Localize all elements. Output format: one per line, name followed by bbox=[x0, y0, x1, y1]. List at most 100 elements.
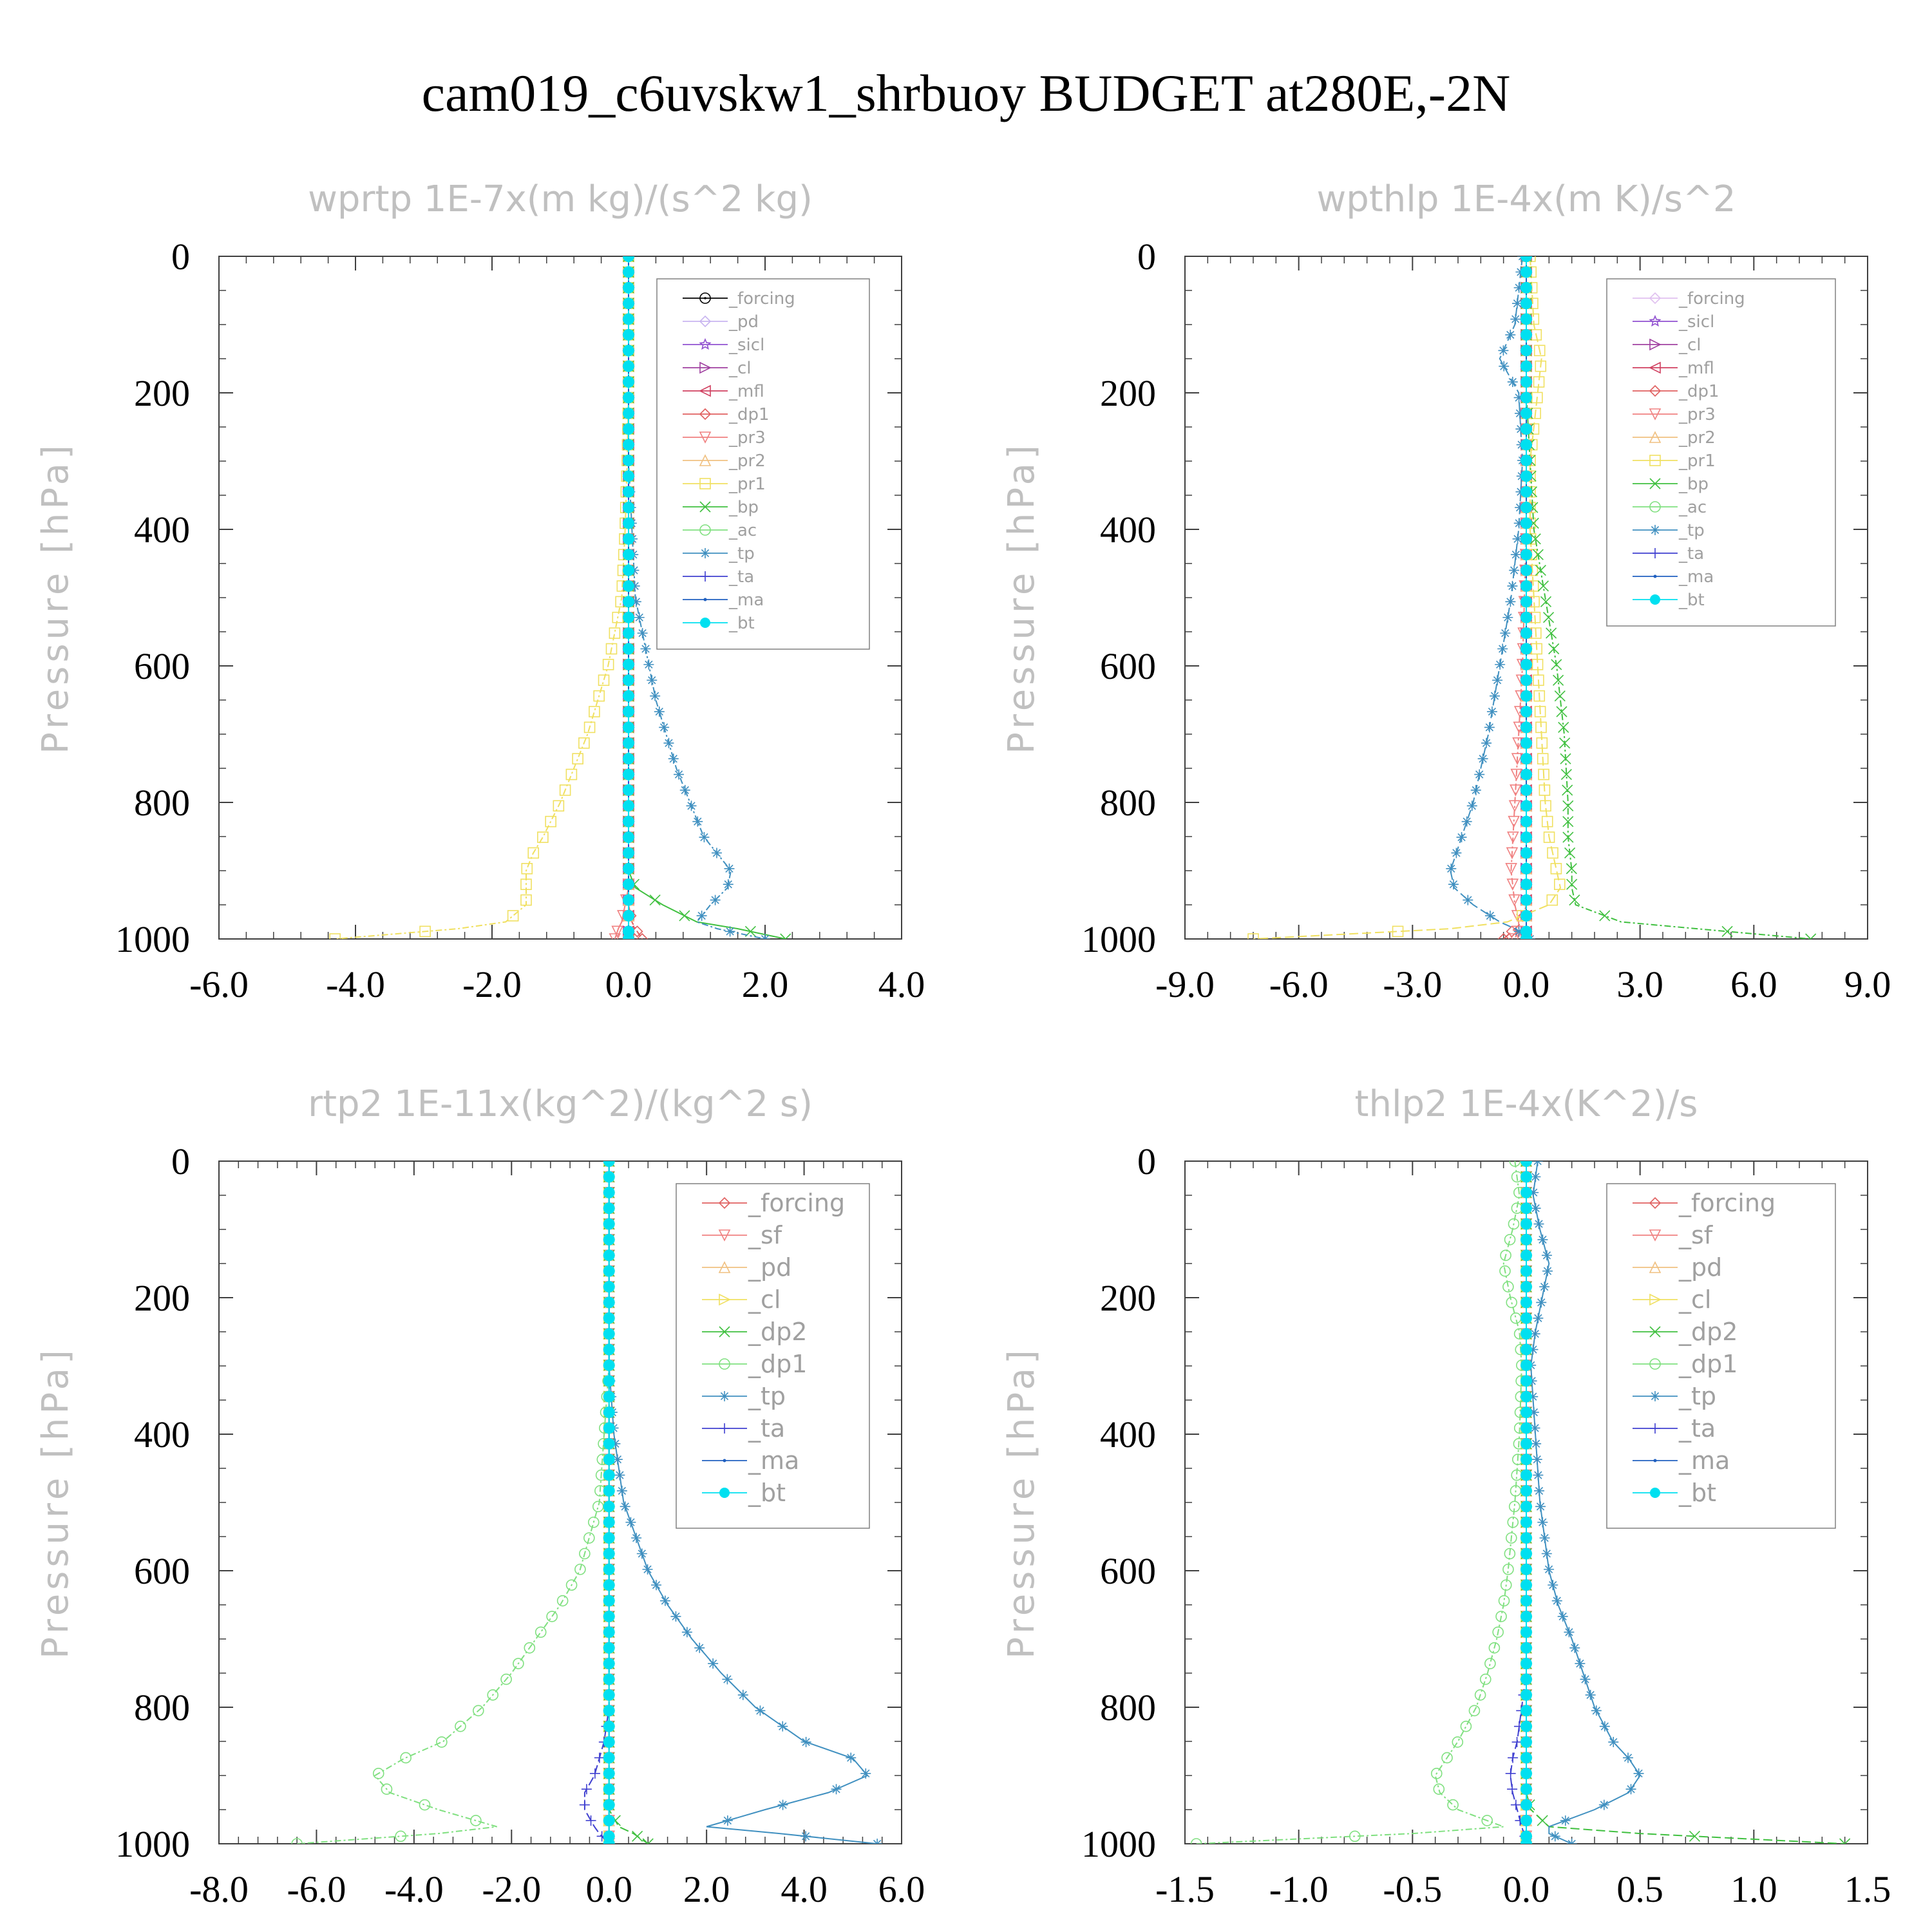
data-point bbox=[623, 627, 634, 639]
legend-entry: _pd bbox=[702, 1253, 791, 1282]
data-point bbox=[1520, 1658, 1532, 1670]
data-point bbox=[1547, 847, 1558, 859]
legend-entry: _ta bbox=[702, 1414, 785, 1443]
data-point bbox=[603, 1484, 615, 1497]
data-point bbox=[1477, 753, 1488, 764]
data-point bbox=[1508, 815, 1520, 828]
data-point bbox=[1531, 659, 1544, 670]
legend-marker bbox=[700, 571, 710, 582]
data-point bbox=[1520, 1814, 1532, 1826]
data-point bbox=[581, 1784, 592, 1795]
panel-3: rtp2 1E-11x(kg^2)/(kg^2 s) Pressure [hPa]… bbox=[35, 1083, 925, 1910]
data-point bbox=[603, 1161, 615, 1167]
data-point bbox=[1546, 894, 1558, 906]
data-point bbox=[553, 800, 565, 812]
data-point bbox=[1513, 518, 1524, 529]
data-point bbox=[1520, 486, 1532, 498]
data-point bbox=[1520, 1799, 1532, 1811]
data-point bbox=[1520, 517, 1532, 529]
data-point bbox=[583, 721, 596, 734]
y-axis-label: Pressure [hPa] bbox=[35, 441, 77, 754]
data-point bbox=[722, 1815, 733, 1826]
data-point bbox=[436, 1736, 448, 1748]
data-point bbox=[603, 1767, 615, 1779]
data-point bbox=[1474, 1689, 1486, 1701]
data-point bbox=[1513, 926, 1524, 937]
data-point bbox=[603, 1658, 615, 1670]
data-point bbox=[670, 1611, 681, 1622]
data-point bbox=[1520, 1454, 1532, 1466]
legend-box bbox=[656, 278, 870, 650]
data-point bbox=[603, 1783, 615, 1795]
data-point bbox=[1508, 894, 1520, 907]
data-point bbox=[623, 643, 634, 655]
legend-entry: _mfl bbox=[1633, 359, 1714, 378]
data-point bbox=[623, 345, 634, 357]
data-point bbox=[1528, 1344, 1539, 1355]
data-point bbox=[565, 768, 578, 781]
data-point bbox=[623, 376, 634, 388]
data-point bbox=[1520, 298, 1532, 310]
data-point bbox=[537, 831, 549, 843]
legend-marker bbox=[1653, 574, 1657, 578]
data-point bbox=[578, 737, 590, 749]
series-group bbox=[1247, 256, 1817, 939]
data-point bbox=[1537, 1815, 1548, 1826]
legend-marker bbox=[699, 431, 712, 444]
data-point bbox=[603, 1516, 615, 1528]
data-point bbox=[1511, 753, 1524, 765]
data-point bbox=[1557, 1611, 1568, 1622]
data-point bbox=[1484, 910, 1495, 921]
data-point bbox=[1535, 360, 1547, 372]
data-point bbox=[651, 1580, 662, 1591]
legend-marker bbox=[700, 618, 710, 628]
legend-label: _sicl bbox=[728, 336, 764, 355]
legend-entry: _ma bbox=[1633, 567, 1714, 587]
data-point bbox=[1507, 1784, 1518, 1795]
data-point bbox=[623, 256, 634, 262]
data-point bbox=[694, 1642, 705, 1653]
legend-entry: _dp2 bbox=[1633, 1318, 1738, 1346]
legend-label: _bt bbox=[1678, 1479, 1716, 1507]
x-tick-label: -1.0 bbox=[1269, 1868, 1329, 1910]
legend-label: _pd bbox=[748, 1253, 791, 1282]
data-point bbox=[1569, 895, 1580, 906]
data-point bbox=[527, 847, 540, 859]
data-point bbox=[1536, 1297, 1547, 1308]
legend-entry: _cl bbox=[1633, 336, 1701, 355]
data-point bbox=[724, 926, 735, 937]
data-point bbox=[1520, 1783, 1532, 1795]
data-point bbox=[623, 674, 634, 687]
data-point bbox=[1520, 376, 1532, 388]
x-tick-label: 9.0 bbox=[1844, 963, 1891, 1005]
data-point bbox=[1505, 863, 1517, 875]
legend-entry: _bt bbox=[1633, 1479, 1716, 1507]
legend-marker bbox=[700, 548, 710, 558]
legend-marker bbox=[1649, 431, 1662, 443]
data-point bbox=[1535, 1501, 1546, 1512]
data-point bbox=[603, 1642, 615, 1654]
legend-marker bbox=[1650, 1391, 1660, 1401]
data-point bbox=[1520, 1548, 1532, 1560]
data-point bbox=[603, 1469, 615, 1481]
data-point bbox=[625, 1517, 636, 1528]
data-point bbox=[419, 1799, 431, 1811]
data-point bbox=[1520, 784, 1532, 796]
data-point bbox=[1546, 627, 1557, 639]
data-point bbox=[603, 1422, 615, 1434]
y-tick-label: 600 bbox=[134, 645, 190, 687]
data-point bbox=[1543, 831, 1555, 843]
data-point bbox=[777, 1721, 788, 1732]
data-point bbox=[611, 925, 623, 938]
legend-marker bbox=[719, 1326, 730, 1338]
data-point bbox=[603, 1171, 615, 1183]
legend-label: _ta bbox=[1678, 1414, 1716, 1443]
data-point bbox=[545, 815, 556, 828]
x-tick-label: -6.0 bbox=[287, 1868, 346, 1910]
legend-label: _pr2 bbox=[1678, 428, 1716, 448]
data-point bbox=[603, 1343, 615, 1356]
data-point bbox=[1247, 933, 1259, 939]
legend-label: _ac bbox=[1678, 498, 1707, 517]
data-point bbox=[1533, 345, 1546, 357]
data-point bbox=[1520, 1642, 1532, 1654]
